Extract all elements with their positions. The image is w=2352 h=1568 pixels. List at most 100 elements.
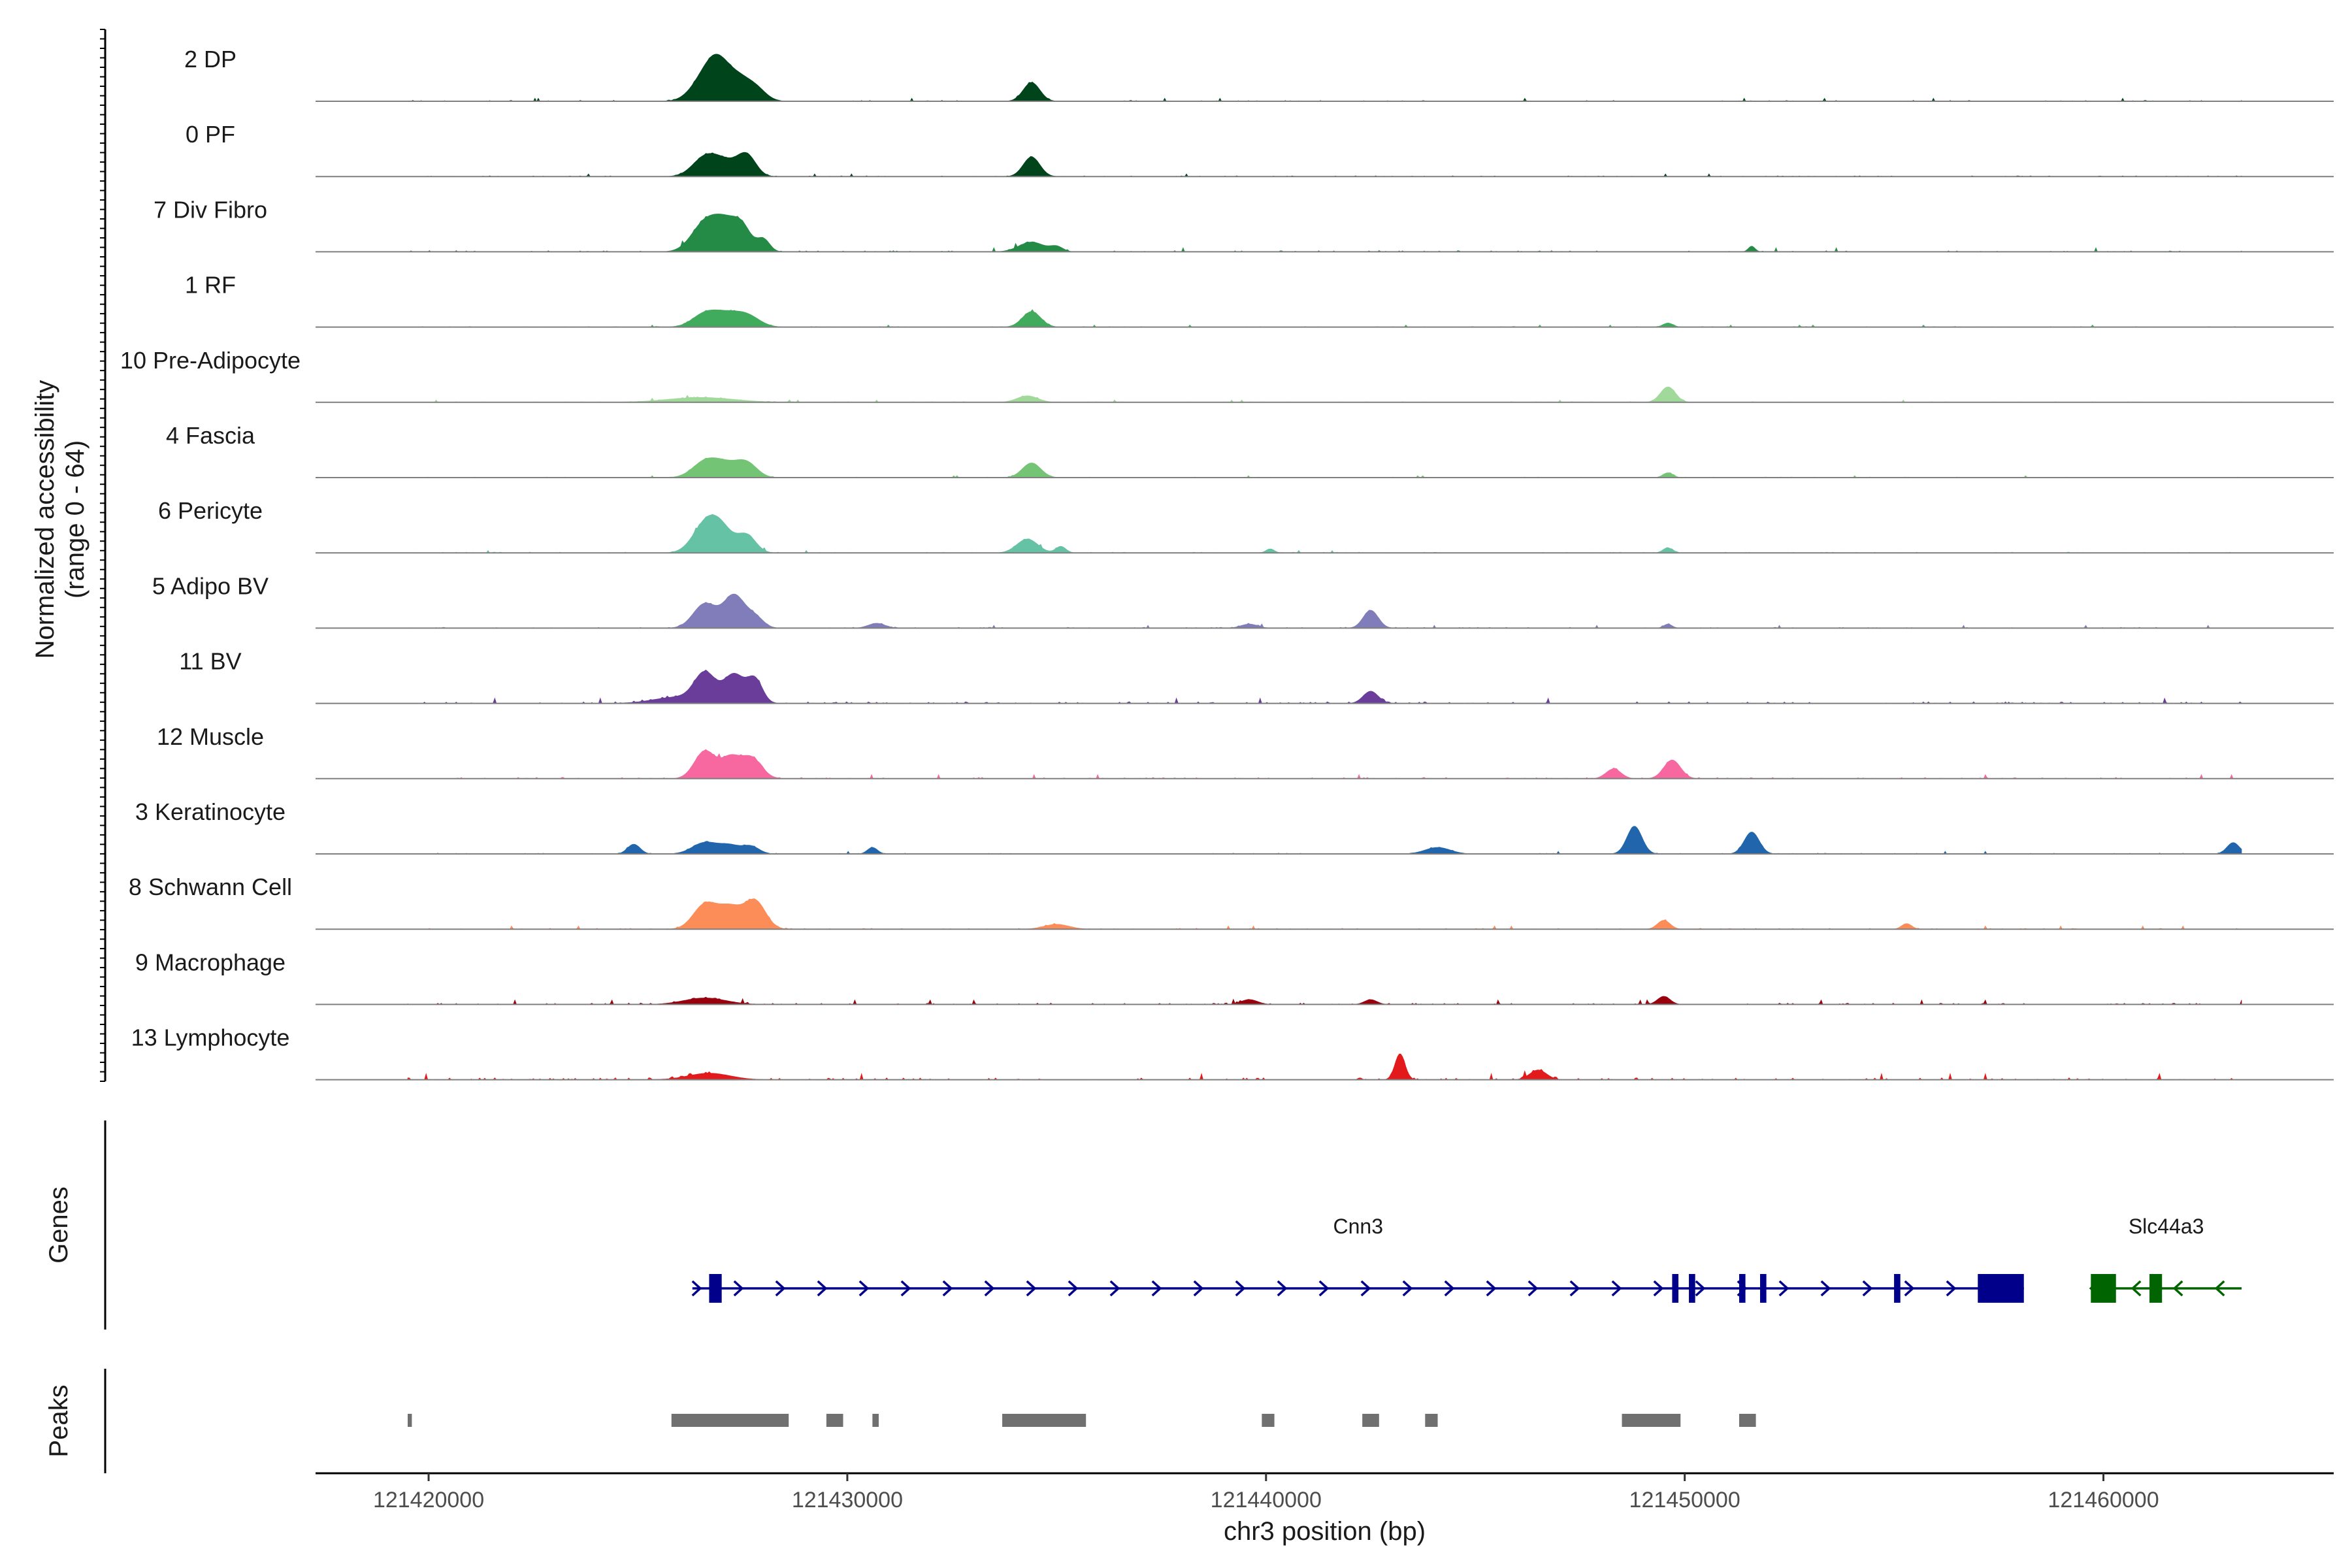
strand-arrow	[1653, 1280, 1664, 1297]
strand-arrow	[2214, 1280, 2225, 1297]
peak-region	[1002, 1414, 1086, 1427]
track-label: 3 Keratinocyte	[135, 798, 286, 825]
peak-region	[407, 1414, 412, 1427]
strand-arrow	[1862, 1280, 1873, 1297]
peak-region	[872, 1414, 879, 1427]
gene-exon	[1760, 1274, 1767, 1303]
strand-arrow	[2172, 1280, 2183, 1297]
track-14: 13 Lymphocyte	[131, 1024, 2334, 1081]
gene-exon	[1978, 1274, 2024, 1303]
strand-arrow	[1820, 1280, 1831, 1297]
y-axis	[100, 29, 106, 1082]
strand-arrow	[1402, 1280, 1413, 1297]
strand-arrow	[1360, 1280, 1371, 1297]
x-axis-title: chr3 position (bp)	[1224, 1517, 1426, 1546]
track-label: 8 Schwann Cell	[129, 874, 292, 900]
track-10: 12 Muscle	[157, 723, 2334, 779]
track-13: 9 Macrophage	[135, 949, 2334, 1005]
track-label: 12 Muscle	[157, 723, 264, 750]
strand-arrow	[942, 1280, 953, 1297]
peak-region	[671, 1414, 789, 1427]
strand-arrow	[1946, 1280, 1957, 1297]
coverage-tracks: 2 DP 0 PF 7 Div Fibro 1 RF 10 Pre-Adipocyte 4…	[120, 46, 2334, 1081]
gene-label: Cnn3	[1333, 1215, 1384, 1238]
gene-exon	[1689, 1274, 1695, 1303]
strand-arrow	[1277, 1280, 1288, 1297]
strand-arrow	[1444, 1280, 1455, 1297]
strand-arrow	[1611, 1280, 1622, 1297]
track-8: 5 Adipo BV	[152, 572, 2334, 629]
coverage-area	[408, 826, 2242, 855]
strand-arrow	[1026, 1280, 1037, 1297]
strand-arrow	[858, 1280, 870, 1297]
track-label: 9 Macrophage	[135, 949, 286, 975]
x-axis: 121420000 121430000 121440000 121450000 1214…	[316, 1472, 2334, 1512]
peak-region	[826, 1414, 843, 1427]
strand-arrow	[1569, 1280, 1580, 1297]
strand-arrow	[733, 1280, 744, 1297]
track-4: 1 RF	[185, 272, 2334, 328]
track-label: 2 DP	[184, 46, 237, 73]
x-tick-label: 121460000	[2048, 1488, 2159, 1512]
peak-region	[1362, 1414, 1379, 1427]
track-label: 11 BV	[179, 648, 241, 675]
peak-region	[1622, 1414, 1681, 1427]
coverage-area	[407, 214, 2242, 252]
track-label: 0 PF	[186, 121, 235, 148]
peak-region	[1262, 1414, 1275, 1427]
strand-arrow	[1527, 1280, 1539, 1297]
coverage-area	[407, 996, 2242, 1005]
strand-arrow	[775, 1280, 786, 1297]
gene-exon	[1739, 1274, 1746, 1303]
genes-track: Cnn3 Slc44a3	[691, 1215, 2242, 1303]
x-tick-label: 121440000	[1211, 1488, 1322, 1512]
strand-arrow	[1486, 1280, 1497, 1297]
strand-arrow	[1109, 1280, 1120, 1297]
genes-track-title: Genes	[44, 1186, 73, 1264]
coverage-area	[408, 457, 2242, 478]
coverage-area	[408, 54, 2242, 102]
strand-arrow	[1318, 1280, 1330, 1297]
track-label: 13 Lymphocyte	[131, 1024, 290, 1051]
coverage-area	[408, 309, 2242, 327]
x-tick-label: 121430000	[792, 1488, 903, 1512]
track-7: 6 Pericyte	[158, 497, 2334, 554]
x-tick-label: 121450000	[1629, 1488, 1740, 1512]
gene-slc44a3: Slc44a3	[2089, 1215, 2242, 1303]
strand-arrow	[1904, 1280, 1915, 1297]
track-11: 3 Keratinocyte	[135, 798, 2334, 855]
peak-region	[1425, 1414, 1438, 1427]
strand-arrow	[1193, 1280, 1204, 1297]
track-3: 7 Div Fibro	[154, 196, 2334, 253]
strand-arrow	[691, 1280, 702, 1297]
track-label: 10 Pre-Adipocyte	[120, 347, 301, 374]
gene-exon	[709, 1274, 722, 1303]
coverage-area	[408, 514, 2242, 553]
track-label: 5 Adipo BV	[152, 572, 269, 599]
track-1: 2 DP	[184, 46, 2334, 102]
strand-arrow	[1778, 1280, 1789, 1297]
track-label: 7 Div Fibro	[154, 196, 267, 223]
coverage-area	[407, 749, 2242, 779]
y-axis-title: Normalized accessibility	[31, 380, 59, 659]
peak-region	[1739, 1414, 1756, 1427]
strand-arrow	[1151, 1280, 1162, 1297]
x-tick-label: 121420000	[373, 1488, 484, 1512]
gene-exon	[2149, 1274, 2163, 1303]
peaks-track	[407, 1414, 1756, 1427]
peaks-track-title: Peaks	[44, 1384, 73, 1457]
track-9: 11 BV	[179, 648, 2334, 704]
strand-arrow	[1235, 1280, 1246, 1297]
coverage-area	[408, 152, 2242, 177]
strand-arrow	[817, 1280, 828, 1297]
track-label: 1 RF	[185, 272, 236, 299]
strand-arrow	[1068, 1280, 1079, 1297]
track-label: 6 Pericyte	[158, 497, 263, 524]
track-5: 10 Pre-Adipocyte	[120, 347, 2334, 403]
coverage-area	[407, 1053, 2242, 1081]
track-12: 8 Schwann Cell	[129, 874, 2334, 930]
track-6: 4 Fascia	[166, 422, 2334, 478]
gene-cnn3: Cnn3	[691, 1215, 2024, 1303]
y-axis-range: (range 0 - 64)	[61, 440, 90, 598]
